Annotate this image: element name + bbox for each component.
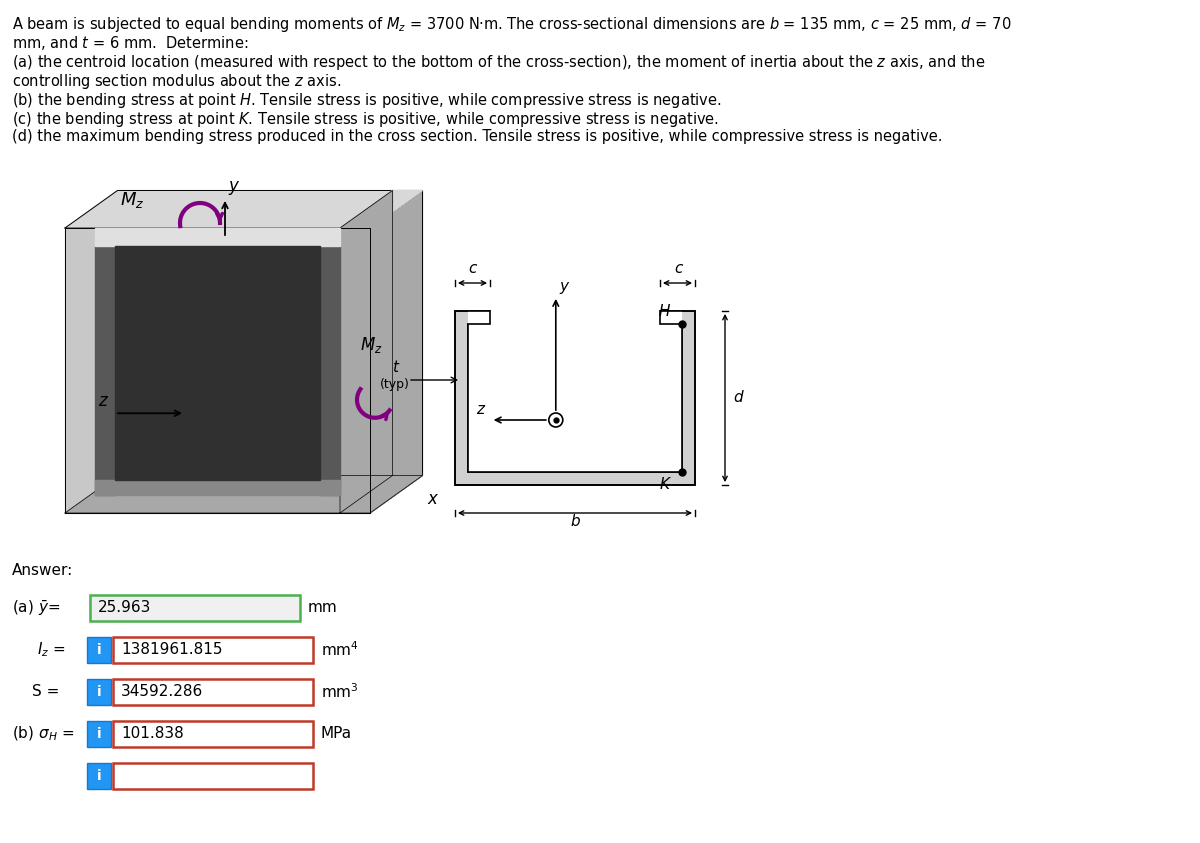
Text: c: c bbox=[674, 261, 682, 276]
Polygon shape bbox=[468, 311, 682, 472]
Polygon shape bbox=[340, 191, 422, 228]
Text: mm, and $t$ = 6 mm.  Determine:: mm, and $t$ = 6 mm. Determine: bbox=[12, 34, 248, 52]
Text: x: x bbox=[427, 491, 437, 508]
Polygon shape bbox=[320, 246, 340, 495]
Text: i: i bbox=[97, 769, 101, 783]
Text: 101.838: 101.838 bbox=[121, 727, 184, 742]
FancyBboxPatch shape bbox=[90, 595, 300, 621]
Text: (d) the maximum bending stress produced in the cross section. Tensile stress is : (d) the maximum bending stress produced … bbox=[12, 129, 942, 144]
Polygon shape bbox=[65, 475, 422, 513]
FancyBboxPatch shape bbox=[113, 763, 313, 789]
Text: Answer:: Answer: bbox=[12, 563, 73, 578]
FancyBboxPatch shape bbox=[88, 679, 112, 705]
Text: (a) $\bar{y}$=: (a) $\bar{y}$= bbox=[12, 599, 60, 618]
Text: H: H bbox=[659, 304, 670, 319]
Text: (a) the centroid location (measured with respect to the bottom of the cross-sect: (a) the centroid location (measured with… bbox=[12, 53, 985, 72]
Text: mm: mm bbox=[308, 600, 337, 615]
Polygon shape bbox=[65, 228, 370, 513]
Polygon shape bbox=[65, 191, 422, 228]
Text: y: y bbox=[228, 177, 238, 195]
Text: 34592.286: 34592.286 bbox=[121, 685, 203, 700]
Polygon shape bbox=[95, 480, 340, 495]
Text: z: z bbox=[98, 392, 107, 411]
Text: d: d bbox=[733, 390, 743, 405]
Polygon shape bbox=[370, 191, 422, 513]
FancyBboxPatch shape bbox=[113, 679, 313, 705]
Text: (b) the bending stress at point $H$. Tensile stress is positive, while compressi: (b) the bending stress at point $H$. Ten… bbox=[12, 91, 721, 110]
Text: (c) the bending stress at point $K$. Tensile stress is positive, while compressi: (c) the bending stress at point $K$. Ten… bbox=[12, 110, 719, 129]
Text: i: i bbox=[97, 643, 101, 657]
Text: (b) $\sigma_H$ =: (b) $\sigma_H$ = bbox=[12, 725, 74, 744]
Text: mm$^4$: mm$^4$ bbox=[322, 641, 359, 659]
Text: $M_z$: $M_z$ bbox=[120, 190, 144, 210]
FancyBboxPatch shape bbox=[88, 637, 112, 663]
Polygon shape bbox=[115, 246, 320, 480]
Text: A beam is subjected to equal bending moments of $M_z$ = 3700 N·m. The cross-sect: A beam is subjected to equal bending mom… bbox=[12, 15, 1012, 34]
Polygon shape bbox=[340, 191, 392, 513]
Polygon shape bbox=[95, 228, 340, 246]
Text: mm$^3$: mm$^3$ bbox=[322, 683, 359, 701]
FancyBboxPatch shape bbox=[113, 721, 313, 747]
Text: 25.963: 25.963 bbox=[98, 600, 151, 615]
Text: S =: S = bbox=[32, 685, 59, 700]
Text: b: b bbox=[570, 514, 580, 529]
Text: t: t bbox=[392, 360, 398, 375]
Text: 1381961.815: 1381961.815 bbox=[121, 642, 222, 658]
Text: $I_z$ =: $I_z$ = bbox=[37, 641, 66, 659]
FancyBboxPatch shape bbox=[88, 721, 112, 747]
Text: i: i bbox=[97, 727, 101, 741]
Polygon shape bbox=[455, 311, 695, 485]
Text: (typ): (typ) bbox=[380, 378, 410, 391]
Text: controlling section modulus about the $z$ axis.: controlling section modulus about the $z… bbox=[12, 72, 341, 91]
Text: z: z bbox=[475, 402, 484, 417]
Text: $M_z$: $M_z$ bbox=[360, 335, 383, 355]
FancyBboxPatch shape bbox=[88, 763, 112, 789]
Text: MPa: MPa bbox=[322, 727, 352, 742]
Text: K: K bbox=[660, 477, 670, 492]
Text: y: y bbox=[559, 279, 569, 294]
Text: c: c bbox=[468, 261, 476, 276]
Text: i: i bbox=[97, 685, 101, 699]
FancyBboxPatch shape bbox=[113, 637, 313, 663]
Polygon shape bbox=[95, 246, 115, 495]
